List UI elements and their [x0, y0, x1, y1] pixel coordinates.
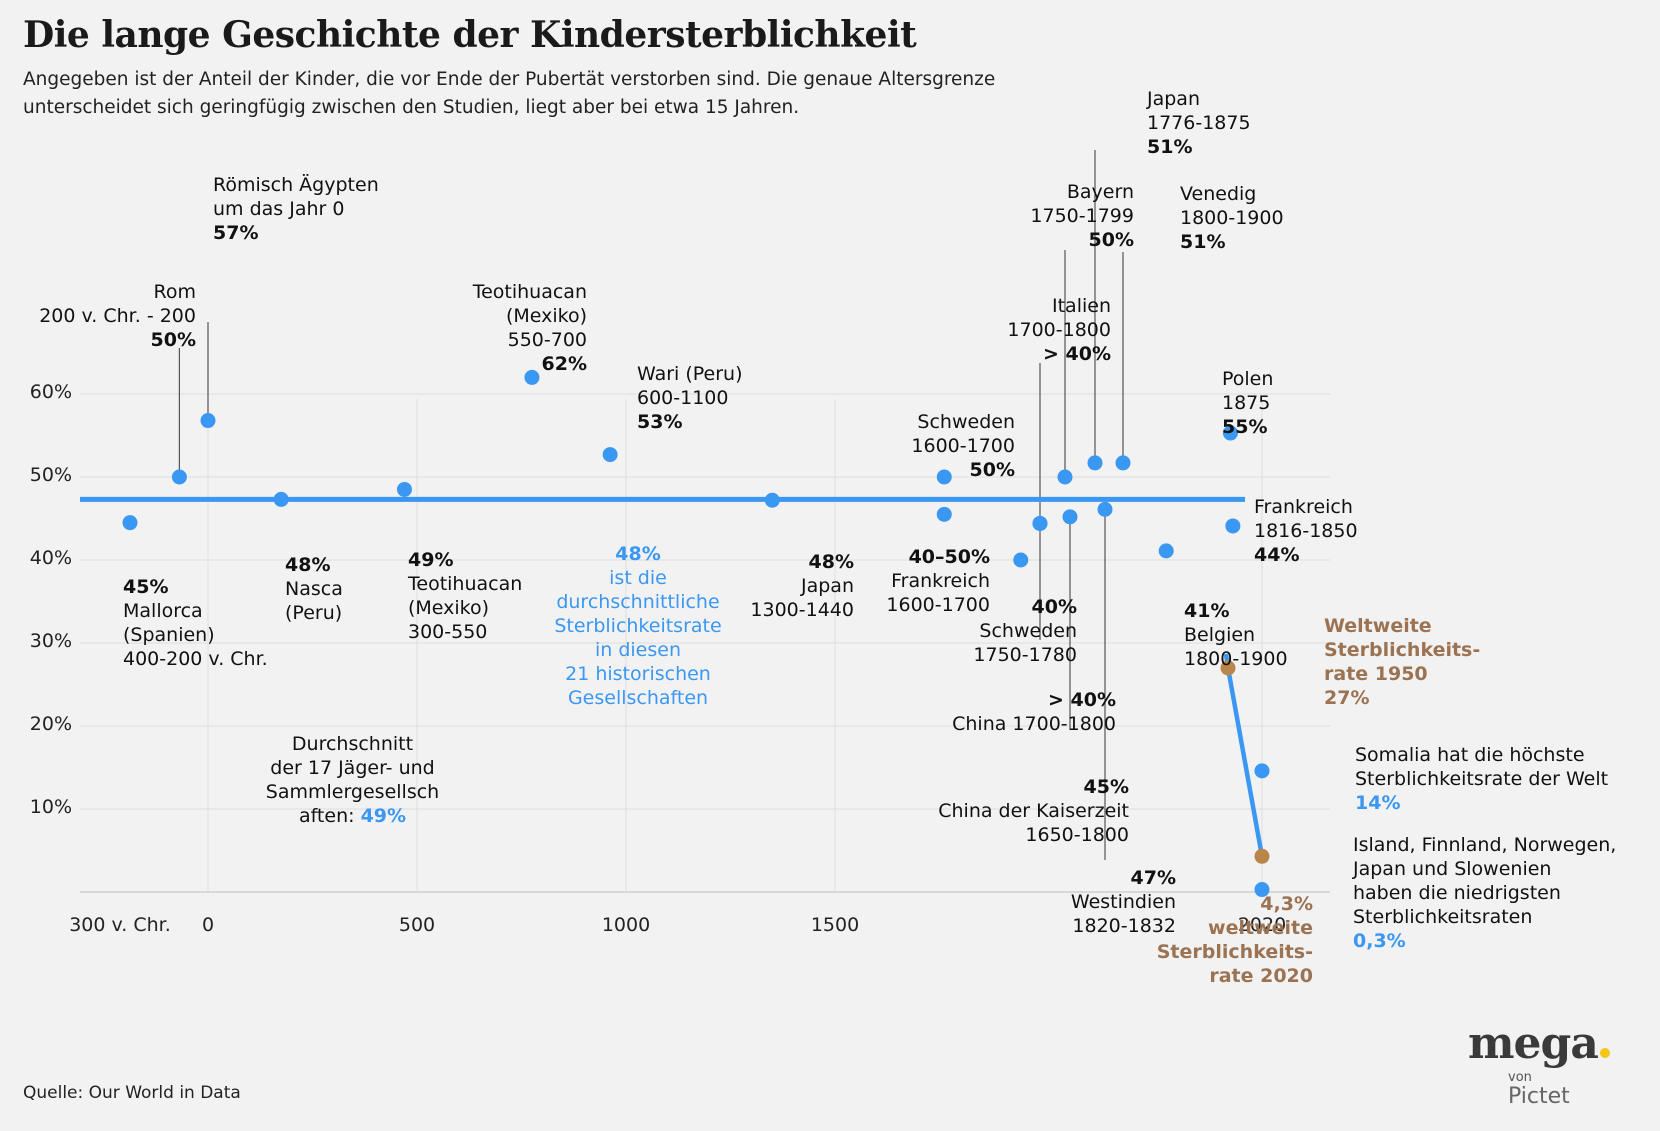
label-nasca: 48% Nasca (Peru) — [285, 554, 343, 624]
data-point — [1057, 469, 1073, 485]
average-annotation: 48% ist die durchschnittliche Sterblichk… — [554, 543, 722, 709]
leader-lines — [178, 150, 1124, 860]
label-venedig: Venedig 1800-1900 51% — [1180, 183, 1284, 253]
x-tick-label: 0 — [201, 914, 215, 936]
x-tick-label: 1500 — [810, 914, 860, 936]
x-tick-label: 300 v. Chr. — [69, 914, 171, 936]
data-point — [936, 469, 952, 485]
label-schweden-1750: 40% Schweden 1750-1780 — [973, 596, 1077, 666]
label-polen: Polen 1875 55% — [1222, 368, 1274, 438]
data-point — [1225, 518, 1241, 534]
label-china-1700: > 40% China 1700-1800 — [952, 689, 1116, 735]
data-point — [1254, 763, 1270, 779]
data-point — [200, 413, 216, 429]
data-point — [1062, 509, 1078, 525]
y-tick-label: 30% — [29, 630, 72, 652]
label-frankreich-1816: Frankreich 1816-1850 44% — [1254, 496, 1358, 566]
world-rate-line — [1223, 653, 1265, 857]
data-point — [602, 447, 618, 463]
label-roemisch-aegypten: Römisch Ägypten um das Jahr 0 57% — [213, 174, 379, 244]
data-point — [1115, 455, 1131, 471]
y-tick-label: 40% — [29, 547, 72, 569]
label-westindien: 47% Westindien 1820-1832 — [1070, 867, 1176, 937]
mega-logo: mega von Pictet — [1468, 1018, 1610, 1109]
x-tick-label: 2020 — [1237, 914, 1287, 936]
page-title: Die lange Geschichte der Kindersterblich… — [23, 14, 917, 56]
label-schweden-1600: Schweden 1600-1700 50% — [911, 411, 1015, 481]
data-point — [1158, 543, 1174, 559]
label-belgien: 41% Belgien 1800-1900 — [1184, 600, 1288, 670]
label-bayern: Bayern 1750-1799 50% — [1030, 181, 1134, 251]
y-tick-label: 50% — [29, 464, 72, 486]
data-point — [273, 491, 289, 507]
label-somalia: Somalia hat die höchste Sterblichkeitsrat… — [1355, 744, 1609, 814]
data-point — [1087, 455, 1103, 471]
grid — [80, 393, 1330, 893]
label-rom: Rom 200 v. Chr. - 200 50% — [39, 281, 196, 351]
data-point — [396, 481, 412, 497]
x-tick-label: 500 — [398, 914, 436, 936]
y-tick-label: 60% — [29, 381, 72, 403]
data-point — [1222, 425, 1238, 441]
y-tick-label: 20% — [29, 713, 72, 735]
label-teotihuacan-550: Teotihuacan (Mexiko) 550-700 62% — [472, 281, 587, 375]
source-note: Quelle: Our World in Data — [23, 1083, 241, 1103]
label-frankreich-1600: 40–50% Frankreich 1600-1700 — [886, 546, 990, 616]
label-mallorca: 45% Mallorca (Spanien) 400-200 v. Chr. — [123, 576, 268, 670]
label-wari: Wari (Peru) 600-1100 53% — [637, 363, 743, 433]
hunter-gatherer-annotation: Durchschnitt der 17 Jäger- und Sammlerge… — [265, 733, 440, 827]
data-point — [171, 469, 187, 485]
world-rate-point — [1220, 660, 1236, 676]
data-point — [122, 515, 138, 531]
world-rate-point — [1254, 848, 1270, 864]
logo-dot — [1599, 1048, 1610, 1058]
label-italien: Italien 1700-1800 > 40% — [1007, 295, 1111, 365]
label-china-kaiserzeit: 45% China der Kaiserzeit 1650-1800 — [938, 776, 1129, 846]
x-tick-label: 1000 — [601, 914, 651, 936]
label-japan-1300: 48% Japan 1300-1440 — [750, 551, 854, 621]
data-point — [1254, 882, 1270, 898]
label-world-2020: 4,3% weltweite Sterblichkeits-rate 2020 — [1156, 893, 1313, 987]
data-point — [764, 492, 780, 508]
label-lowest: Island, Finnland, Norwegen, Japan und Slo… — [1353, 834, 1617, 952]
data-point — [936, 506, 952, 522]
y-tick-label: 10% — [29, 796, 72, 818]
data-point — [1032, 515, 1048, 531]
data-point — [1013, 552, 1029, 568]
page-subtitle: Angegeben ist der Anteil der Kinder, die… — [23, 69, 996, 118]
label-japan-1776: Japan 1776-1875 51% — [1147, 88, 1251, 158]
data-points — [122, 369, 1270, 898]
data-point — [1097, 501, 1113, 517]
data-point — [524, 369, 540, 385]
label-teotihuacan-300: 49% Teotihuacan (Mexiko) 300-550 — [408, 549, 523, 643]
label-world-1950: Weltweite Sterblichkeits-rate 1950 27% — [1324, 615, 1481, 709]
